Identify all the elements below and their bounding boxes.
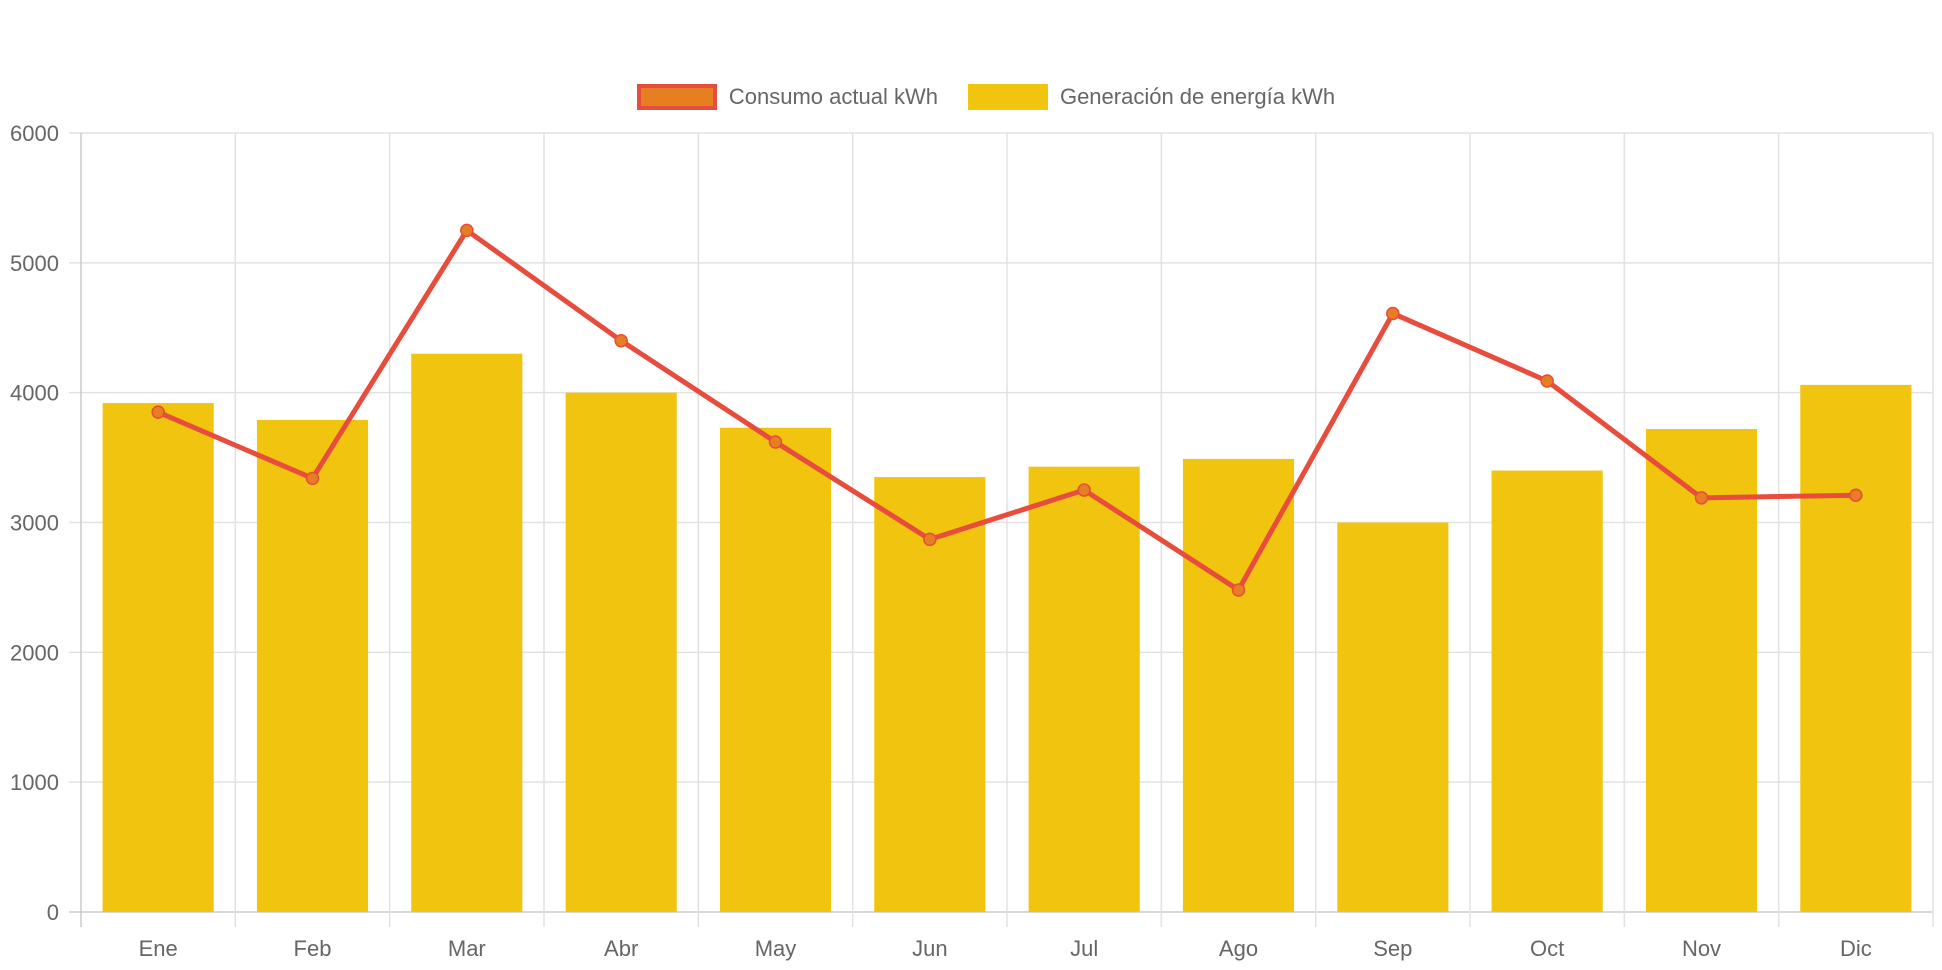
bar-abr	[565, 392, 677, 913]
point-sep	[1386, 306, 1400, 321]
y-tick-label: 6000	[10, 121, 59, 146]
y-tick-label: 4000	[10, 381, 59, 406]
bar-sep	[1337, 522, 1449, 912]
x-tick-label: May	[755, 936, 797, 961]
bar-may	[719, 427, 832, 912]
bar-jul	[1028, 466, 1140, 912]
point-jul	[1077, 483, 1091, 497]
point-ago	[1231, 583, 1246, 597]
grid-lines	[69, 132, 1934, 927]
legend-swatch-consumo	[636, 84, 717, 110]
bar-oct	[1491, 470, 1603, 912]
point-abr	[614, 333, 628, 348]
x-tick-label: Jun	[912, 936, 947, 961]
bar-dic	[1800, 384, 1912, 912]
y-tick-label: 0	[47, 900, 59, 925]
legend-label-generacion: Generación de energía kWh	[1059, 84, 1336, 109]
bar-nov	[1645, 429, 1758, 912]
bar-mar	[411, 353, 523, 912]
x-tick-label: Feb	[294, 936, 332, 961]
x-tick-label: Oct	[1530, 936, 1564, 961]
point-oct	[1540, 374, 1554, 388]
y-tick-label: 3000	[10, 511, 59, 536]
x-tick-label: Ago	[1219, 936, 1258, 961]
legend-label-consumo: Consumo actual kWh	[728, 84, 938, 109]
x-tick-label: Ene	[139, 936, 178, 961]
bar-ago	[1182, 458, 1295, 912]
x-tick-label: Dic	[1840, 936, 1872, 961]
x-tick-label: Jul	[1070, 936, 1098, 961]
point-nov	[1694, 491, 1709, 505]
bar-jun	[874, 477, 986, 912]
y-tick-label: 5000	[10, 251, 59, 276]
legend-item-consumo[interactable]: Consumo actual kWh	[636, 84, 938, 110]
x-tick-label: Sep	[1373, 936, 1412, 961]
point-jun	[923, 532, 937, 547]
line-series-consumo	[151, 223, 1863, 597]
consumo-line	[157, 227, 1856, 593]
point-mar	[460, 223, 474, 238]
x-tick-label: Nov	[1682, 936, 1721, 961]
legend-swatch-generacion	[967, 84, 1048, 110]
legend-item-generacion[interactable]: Generación de energía kWh	[967, 84, 1336, 110]
y-tick-label: 2000	[10, 640, 59, 665]
point-feb	[305, 471, 320, 486]
bar-ene	[102, 403, 214, 912]
chart-legend: Consumo actual kWh Generación de energía…	[0, 84, 1942, 110]
x-tick-label: Abr	[604, 936, 638, 961]
bar-feb	[256, 419, 369, 912]
x-tick-label: Mar	[448, 936, 486, 961]
y-axis-ticks: 0 1000 2000 3000 4000 5000 6000	[10, 121, 59, 925]
bar-series-generacion	[102, 353, 1912, 913]
point-ene	[151, 405, 165, 419]
x-axis-ticks: Ene Feb Mar Abr May Jun Jul Ago Sep Oct Nov Dic	[139, 936, 1872, 961]
y-tick-label: 1000	[10, 770, 59, 795]
point-dic	[1849, 488, 1863, 502]
point-may	[768, 435, 783, 449]
